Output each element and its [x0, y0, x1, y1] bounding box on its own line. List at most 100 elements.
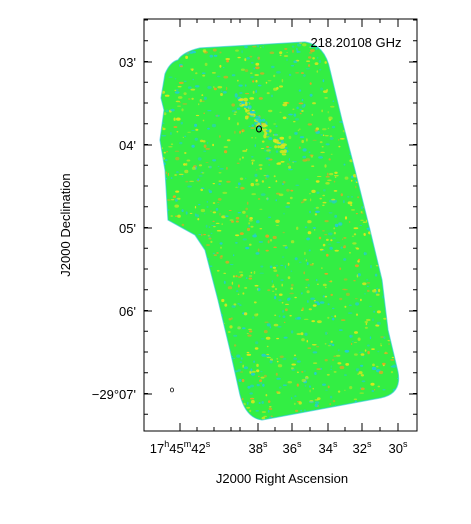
- map-speckle: [244, 286, 248, 289]
- map-speckle: [334, 171, 338, 174]
- map-speckle: [340, 246, 343, 249]
- map-speckle: [245, 214, 249, 218]
- map-speckle: [191, 297, 196, 299]
- map-speckle: [276, 360, 279, 363]
- map-speckle: [201, 172, 205, 174]
- map-speckle: [300, 409, 302, 412]
- map-speckle: [163, 226, 166, 229]
- map-speckle: [165, 408, 168, 410]
- map-speckle: [378, 288, 381, 293]
- map-speckle: [330, 153, 333, 155]
- map-speckle: [312, 387, 314, 390]
- map-speckle: [269, 51, 275, 55]
- map-speckle: [387, 176, 390, 179]
- map-speckle: [304, 251, 306, 255]
- map-speckle: [197, 218, 200, 221]
- map-speckle: [227, 42, 230, 44]
- map-speckle: [321, 109, 323, 113]
- map-speckle: [367, 216, 371, 220]
- map-speckle: [401, 297, 405, 299]
- map-speckle: [375, 324, 380, 327]
- map-speckle: [255, 137, 257, 139]
- map-speckle: [290, 65, 295, 67]
- map-speckle: [290, 397, 293, 400]
- map-speckle: [368, 229, 370, 231]
- map-speckle: [286, 188, 290, 192]
- map-speckle: [259, 379, 263, 383]
- map-speckle: [370, 413, 375, 416]
- map-speckle: [268, 407, 273, 411]
- map-speckle: [181, 366, 184, 370]
- map-speckle: [374, 62, 379, 65]
- map-speckle: [208, 189, 210, 192]
- map-speckle: [161, 267, 165, 270]
- map-speckle: [381, 234, 386, 236]
- map-speckle: [240, 68, 245, 71]
- map-speckle: [291, 283, 294, 287]
- map-speckle: [392, 182, 397, 186]
- map-speckle: [327, 303, 330, 306]
- map-speckle: [183, 92, 187, 95]
- map-speckle: [362, 282, 367, 286]
- map-speckle: [209, 317, 211, 322]
- map-emission-speckle: [268, 129, 272, 133]
- map-speckle: [376, 365, 379, 368]
- map-speckle: [320, 418, 325, 420]
- map-speckle: [334, 70, 336, 74]
- map-speckle: [390, 189, 393, 192]
- map-speckle: [382, 389, 386, 391]
- map-speckle: [347, 407, 352, 410]
- map-speckle: [247, 385, 251, 389]
- map-speckle: [318, 68, 322, 71]
- map-speckle: [175, 100, 181, 103]
- map-speckle: [394, 246, 398, 249]
- map-speckle: [375, 182, 378, 184]
- map-speckle: [265, 355, 270, 357]
- map-speckle: [299, 112, 302, 115]
- map-speckle: [337, 362, 342, 365]
- map-speckle: [347, 201, 353, 205]
- map-speckle: [400, 315, 403, 318]
- map-speckle: [383, 189, 387, 192]
- map-speckle: [383, 352, 389, 355]
- map-speckle: [256, 169, 258, 171]
- map-speckle: [333, 175, 339, 177]
- map-speckle: [233, 303, 237, 306]
- map-speckle: [238, 378, 242, 382]
- map-speckle: [219, 212, 221, 216]
- map-speckle: [327, 243, 331, 245]
- map-speckle: [380, 165, 384, 167]
- map-speckle: [183, 163, 187, 166]
- map-speckle: [314, 403, 319, 408]
- map-speckle: [391, 326, 394, 328]
- map-speckle: [345, 363, 350, 366]
- map-speckle: [184, 276, 186, 280]
- map-speckle: [296, 226, 299, 230]
- map-speckle: [211, 72, 216, 74]
- map-speckle: [193, 394, 198, 398]
- map-speckle: [330, 239, 333, 242]
- map-speckle: [319, 301, 325, 304]
- map-speckle: [298, 89, 302, 92]
- map-speckle: [225, 58, 230, 60]
- map-speckle: [318, 156, 323, 159]
- map-speckle: [378, 217, 381, 220]
- map-speckle: [195, 114, 200, 117]
- map-speckle: [176, 117, 181, 121]
- map-speckle: [178, 321, 181, 324]
- map-speckle: [255, 89, 258, 93]
- map-speckle: [178, 173, 184, 176]
- map-speckle: [254, 284, 259, 287]
- map-speckle: [352, 89, 355, 93]
- map-speckle: [324, 220, 329, 223]
- map-speckle: [261, 118, 266, 122]
- map-speckle: [184, 247, 188, 249]
- map-speckle: [165, 109, 169, 113]
- map-speckle: [164, 159, 168, 162]
- map-speckle: [183, 240, 188, 242]
- map-speckle: [282, 180, 286, 184]
- map-speckle: [370, 404, 375, 406]
- map-speckle: [322, 295, 325, 298]
- map-speckle: [391, 173, 396, 176]
- map-speckle: [254, 347, 259, 350]
